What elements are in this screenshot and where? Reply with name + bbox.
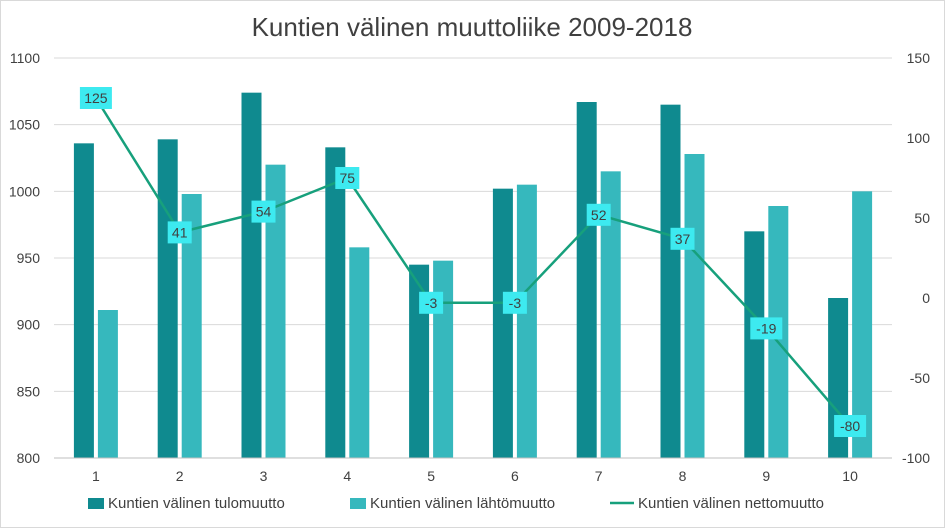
y-left-tick-label: 900 [17,317,41,333]
bars [73,92,873,459]
nettomuutto-line [94,97,852,427]
data-label: 37 [675,231,691,247]
data-label: 75 [340,170,356,186]
data-label: 41 [172,224,188,240]
legend-swatch [350,498,366,509]
bar-tulomuutto [660,104,681,459]
y-axis-right: -100 -50 0 50 100 150 [902,50,930,466]
y-right-tick-label: -100 [902,450,930,466]
data-label: -3 [425,295,438,311]
x-axis: 1 2 3 4 5 6 7 8 9 10 [92,468,858,484]
data-label: 125 [84,90,108,106]
data-label-box [419,291,444,314]
bar-tulomuutto [576,102,597,458]
x-tick-label: 6 [511,468,519,484]
bar-lahtomuutto [600,171,621,459]
y-right-tick-label: 150 [907,50,931,66]
bar-lahtomuutto [516,184,537,458]
data-label-box [586,203,611,226]
data-label-box [167,221,192,244]
data-label: -19 [756,320,776,336]
bar-lahtomuutto [684,154,705,458]
y-left-tick-label: 1050 [9,117,40,133]
y-left-tick-label: 850 [17,383,41,399]
data-label: 52 [591,207,607,223]
y-right-tick-label: 50 [914,210,930,226]
bar-tulomuutto [744,231,765,458]
y-axis-left: 800 850 900 950 1000 1050 1100 [9,50,40,466]
data-label: -80 [840,418,860,434]
legend-label: Kuntien välinen nettomuutto [638,495,824,512]
x-tick-label: 10 [842,468,858,484]
bar-lahtomuutto [181,194,202,458]
bar-lahtomuutto [349,247,370,458]
legend-swatch [88,498,104,509]
y-left-tick-label: 1000 [9,183,40,199]
legend-label: Kuntien välinen tulomuutto [108,495,285,512]
bar-lahtomuutto [852,191,873,459]
data-label-box [502,291,527,314]
data-label: -3 [509,295,522,311]
y-right-tick-label: -50 [910,370,930,386]
data-label: 54 [256,204,272,220]
net-migration-line [94,97,852,427]
data-label-box [834,415,867,437]
x-tick-label: 7 [595,468,603,484]
x-tick-label: 2 [176,468,184,484]
x-tick-label: 4 [343,468,351,484]
legend: Kuntien välinen tulomuutto Kuntien väline… [88,495,824,512]
chart-title: Kuntien välinen muuttoliike 2009-2018 [252,12,693,42]
bar-tulomuutto [157,139,178,459]
x-tick-label: 5 [427,468,435,484]
data-label-box [251,200,276,223]
bar-lahtomuutto [265,164,286,458]
data-label-box [670,227,695,250]
data-label-box [79,87,112,109]
y-right-tick-label: 100 [907,130,931,146]
x-tick-label: 3 [260,468,268,484]
bar-tulomuutto [325,147,346,459]
data-labels: 125 41 54 75 -3 -3 52 37 -19 -80 [79,87,867,437]
bar-lahtomuutto [97,310,118,458]
y-left-tick-label: 800 [17,450,41,466]
bar-tulomuutto [241,92,262,459]
data-label-box [750,317,783,340]
x-tick-label: 1 [92,468,100,484]
bar-lahtomuutto [433,260,454,458]
data-label-box [335,167,360,189]
bar-tulomuutto [73,143,94,459]
x-tick-label: 8 [679,468,687,484]
y-left-tick-label: 950 [17,250,41,266]
legend-label: Kuntien välinen lähtömuutto [370,495,555,512]
bar-tulomuutto [492,188,513,458]
x-tick-label: 9 [762,468,770,484]
y-left-tick-label: 1100 [10,50,40,66]
y-right-tick-label: 0 [922,290,930,306]
